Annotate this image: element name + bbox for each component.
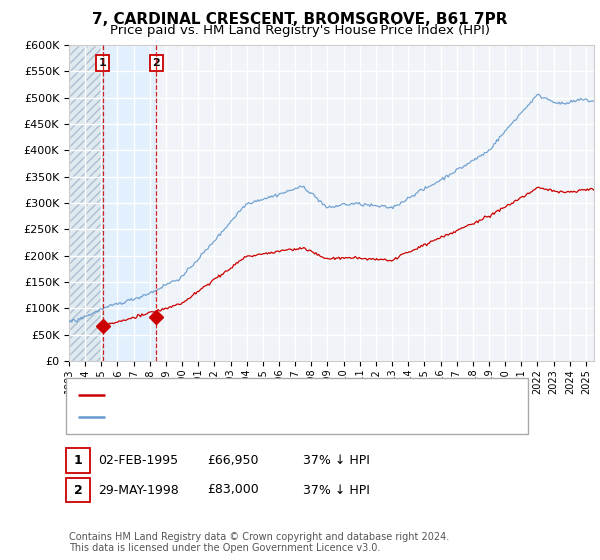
Bar xyxy=(157,45,594,361)
Text: 1: 1 xyxy=(74,454,82,467)
Text: 37% ↓ HPI: 37% ↓ HPI xyxy=(303,483,370,497)
Text: 37% ↓ HPI: 37% ↓ HPI xyxy=(303,454,370,467)
Bar xyxy=(103,45,157,361)
Text: HPI: Average price, detached house, Bromsgrove: HPI: Average price, detached house, Brom… xyxy=(110,412,378,422)
Text: 02-FEB-1995: 02-FEB-1995 xyxy=(98,454,178,467)
Text: Contains HM Land Registry data © Crown copyright and database right 2024.
This d: Contains HM Land Registry data © Crown c… xyxy=(69,531,449,553)
Text: £66,950: £66,950 xyxy=(207,454,259,467)
Text: 2: 2 xyxy=(74,483,82,497)
Text: 29-MAY-1998: 29-MAY-1998 xyxy=(98,483,179,497)
Text: 7, CARDINAL CRESCENT, BROMSGROVE, B61 7PR: 7, CARDINAL CRESCENT, BROMSGROVE, B61 7P… xyxy=(92,12,508,27)
Text: 1: 1 xyxy=(99,58,106,68)
Bar xyxy=(69,45,103,361)
Text: 2: 2 xyxy=(152,58,160,68)
Text: Price paid vs. HM Land Registry's House Price Index (HPI): Price paid vs. HM Land Registry's House … xyxy=(110,24,490,36)
Text: 7, CARDINAL CRESCENT, BROMSGROVE, B61 7PR (detached house): 7, CARDINAL CRESCENT, BROMSGROVE, B61 7P… xyxy=(110,390,480,400)
Text: £83,000: £83,000 xyxy=(207,483,259,497)
